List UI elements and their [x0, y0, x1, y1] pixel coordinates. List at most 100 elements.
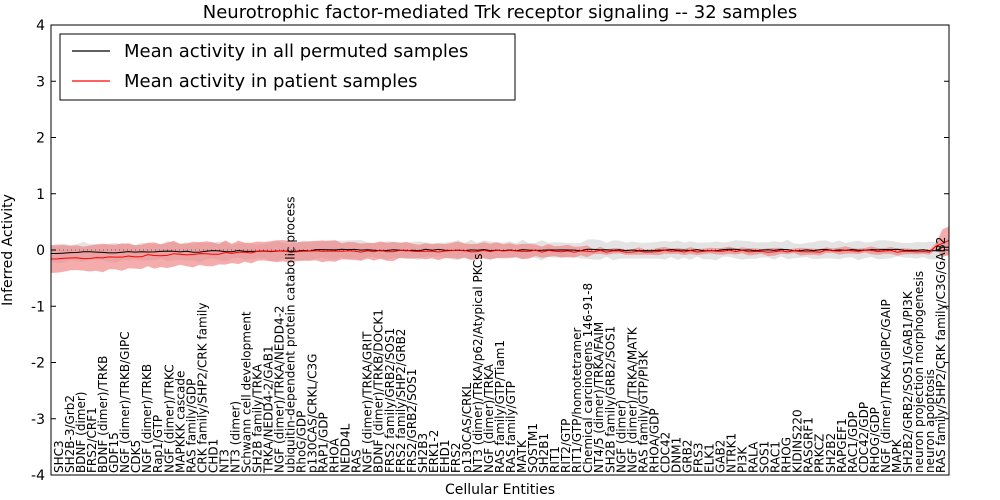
- entity-label: SQSTM1: [526, 423, 540, 473]
- entity-label: NGF (dimer)/TRKA/GIPC/GAIP: [879, 299, 893, 473]
- entity-label: SH2B1: [537, 433, 551, 473]
- entity-label: RHOG/GDP: [868, 407, 882, 473]
- legend: Mean activity in all permuted samples Me…: [59, 33, 516, 101]
- entity-label: NGF (dimer)/TRKC: [162, 364, 176, 473]
- entity-label: SH2B family/GRB2/SOS1: [603, 326, 617, 473]
- x-axis-label: Cellular Entities: [445, 482, 555, 498]
- entity-label: p130CAS/CRKL/C3G: [306, 354, 320, 473]
- y-tick-label: -4: [31, 468, 45, 484]
- entity-label: NGF (dimer): [614, 400, 628, 473]
- entity-label: RASGRF1: [802, 417, 816, 473]
- entity-label: RAS family/GDP: [184, 379, 198, 473]
- entity-label: DNM1: [669, 437, 683, 473]
- entity-label: NGF (dimer)/TRKA/GRIT: [361, 331, 375, 473]
- entity-label: NT4/5 (dimer)/TRKA/FAIM: [592, 322, 606, 473]
- entity-label: RIT2/GTP: [559, 419, 573, 473]
- entity-label: GRB2: [680, 439, 694, 473]
- entity-label: SOS1: [758, 441, 772, 473]
- entity-label: SH2B2/GRB2/SOS1/GAB1/PI3K: [901, 290, 915, 473]
- entity-label: ELK1: [703, 443, 717, 473]
- entity-label: Schwann cell development: [239, 311, 253, 473]
- entity-label: CDC42: [658, 432, 672, 473]
- entity-label: RIT1/GTP/homotetramer: [570, 328, 584, 473]
- entity-label: FRS3: [691, 443, 705, 474]
- entity-label: RHOA/GDP: [647, 408, 661, 473]
- entity-label: FRS2 family/GRB2/SOS1: [383, 328, 397, 473]
- entity-label: SH2B family/TRKA: [251, 363, 265, 473]
- entity-label: BDNF (dimer)/TRKB: [96, 356, 110, 473]
- entity-label: NT3 (dimer)/TRKA/p62/Atypical PKCs: [471, 253, 485, 473]
- entity-label: Chemical carcinogens 146-91-8: [581, 283, 595, 473]
- entity-label: RHOG: [780, 437, 794, 473]
- entity-label: RIT1: [548, 446, 562, 473]
- y-tick-label: -1: [31, 299, 45, 315]
- chart-title: Neurotrophic factor-mediated Trk recepto…: [203, 2, 797, 23]
- entity-label: FRS2 family/SHP2/GRB2: [394, 329, 408, 473]
- entity-label: RAPGEF1: [835, 418, 849, 473]
- entity-label: NEDD4L: [339, 423, 353, 473]
- entity-label: SH2B3: [416, 433, 430, 473]
- entity-label: CDC42/GDP: [857, 402, 871, 473]
- entity-label: p130CAS/CRKL: [460, 383, 474, 473]
- entity-label: RAC1: [769, 441, 783, 473]
- entity-label: FRS2: [449, 443, 463, 474]
- mean-lines: [50, 239, 950, 260]
- entity-label: neuron apoptosis: [923, 369, 937, 473]
- y-tick-label: 2: [36, 131, 45, 147]
- entity-label: RAS family/GTP/PI3K: [636, 350, 650, 473]
- entity-label: GDF15: [107, 432, 121, 473]
- entity-label: BDNF (dimer)/TRKB/DOCK1: [372, 309, 386, 473]
- y-axis-label: Inferred Activity: [0, 194, 16, 306]
- entity-label: ERK1-2: [427, 430, 441, 473]
- entity-label: CDK5: [129, 440, 143, 473]
- entity-label: RHOA: [328, 437, 342, 473]
- entity-label: BDNF (dimer): [74, 392, 88, 474]
- entity-label: Rap1/GTP: [151, 415, 165, 473]
- entity-label: NGF (dimer)/TRKA: [482, 363, 496, 473]
- y-tick-label: 4: [36, 18, 45, 34]
- entity-label: RAS family/SHP2/CRK family/C3G/GAB2: [934, 237, 948, 473]
- entity-label: neuron projection morphogenesis: [912, 271, 926, 473]
- entity-label: NTRK1: [725, 433, 739, 473]
- entity-label: NGF (dimer)/TRKA/NEDD4-2: [273, 305, 287, 473]
- entity-label: RALA: [747, 441, 761, 473]
- entity-label: CRK family/SHP2/CRK family: [195, 303, 209, 473]
- entity-label: NGF (dimer)/TRKB/GIPC: [118, 331, 132, 473]
- y-tick-label: 0: [36, 243, 45, 259]
- entity-label: RAS: [350, 449, 364, 473]
- y-axis: -4 -3 -2 -1 0 1 2 3 4: [31, 18, 949, 484]
- y-tick-label: -3: [31, 412, 45, 428]
- entity-label: CHD1: [206, 439, 220, 473]
- y-tick-label: 1: [36, 187, 45, 203]
- entity-label: NT3 (dimer): [228, 401, 242, 473]
- entity-label: NGF (dimer)/TRKB: [140, 364, 154, 473]
- entity-label: MAPKKK cascade: [173, 371, 187, 473]
- y-tick-label: 3: [36, 74, 45, 90]
- entity-label: RAC1/GDP: [846, 411, 860, 473]
- entity-label: MAPK: [890, 438, 904, 473]
- patient-mean-line: [50, 239, 950, 260]
- entity-label: PRKCZ: [813, 434, 827, 473]
- entity-label: NT3: [217, 449, 231, 473]
- entity-label: EHD1: [438, 440, 452, 473]
- entity-label: SH2B-3/Grb2: [63, 395, 77, 473]
- entity-label: FRS2/GRB2/SOS1: [405, 369, 419, 473]
- legend-frame: [59, 33, 516, 101]
- entity-label: RAP1/GDP: [317, 412, 331, 473]
- entity-label: TRKA/NEDD4-2/GAB1: [262, 345, 276, 474]
- entity-label: ubiquitin-dependent protein catabolic pr…: [284, 197, 298, 473]
- y-tick-label: -2: [31, 356, 45, 372]
- entity-label: KIDINS220: [791, 409, 805, 473]
- entity-label: RAS family/GTP/Tiam1: [493, 340, 507, 473]
- entity-label: MATK: [515, 439, 529, 473]
- entity-label: FRS2/CRF1: [85, 407, 99, 473]
- entity-label: SHC3: [52, 440, 66, 473]
- legend-label-patient: Mean activity in patient samples: [124, 71, 418, 92]
- entity-label: RhoG/GDP: [295, 411, 309, 473]
- legend-label-permuted: Mean activity in all permuted samples: [124, 41, 468, 62]
- entity-label: SH2B2: [824, 433, 838, 473]
- entity-label: PI3K: [736, 446, 750, 473]
- entity-label: RAS family/GTP: [504, 381, 518, 473]
